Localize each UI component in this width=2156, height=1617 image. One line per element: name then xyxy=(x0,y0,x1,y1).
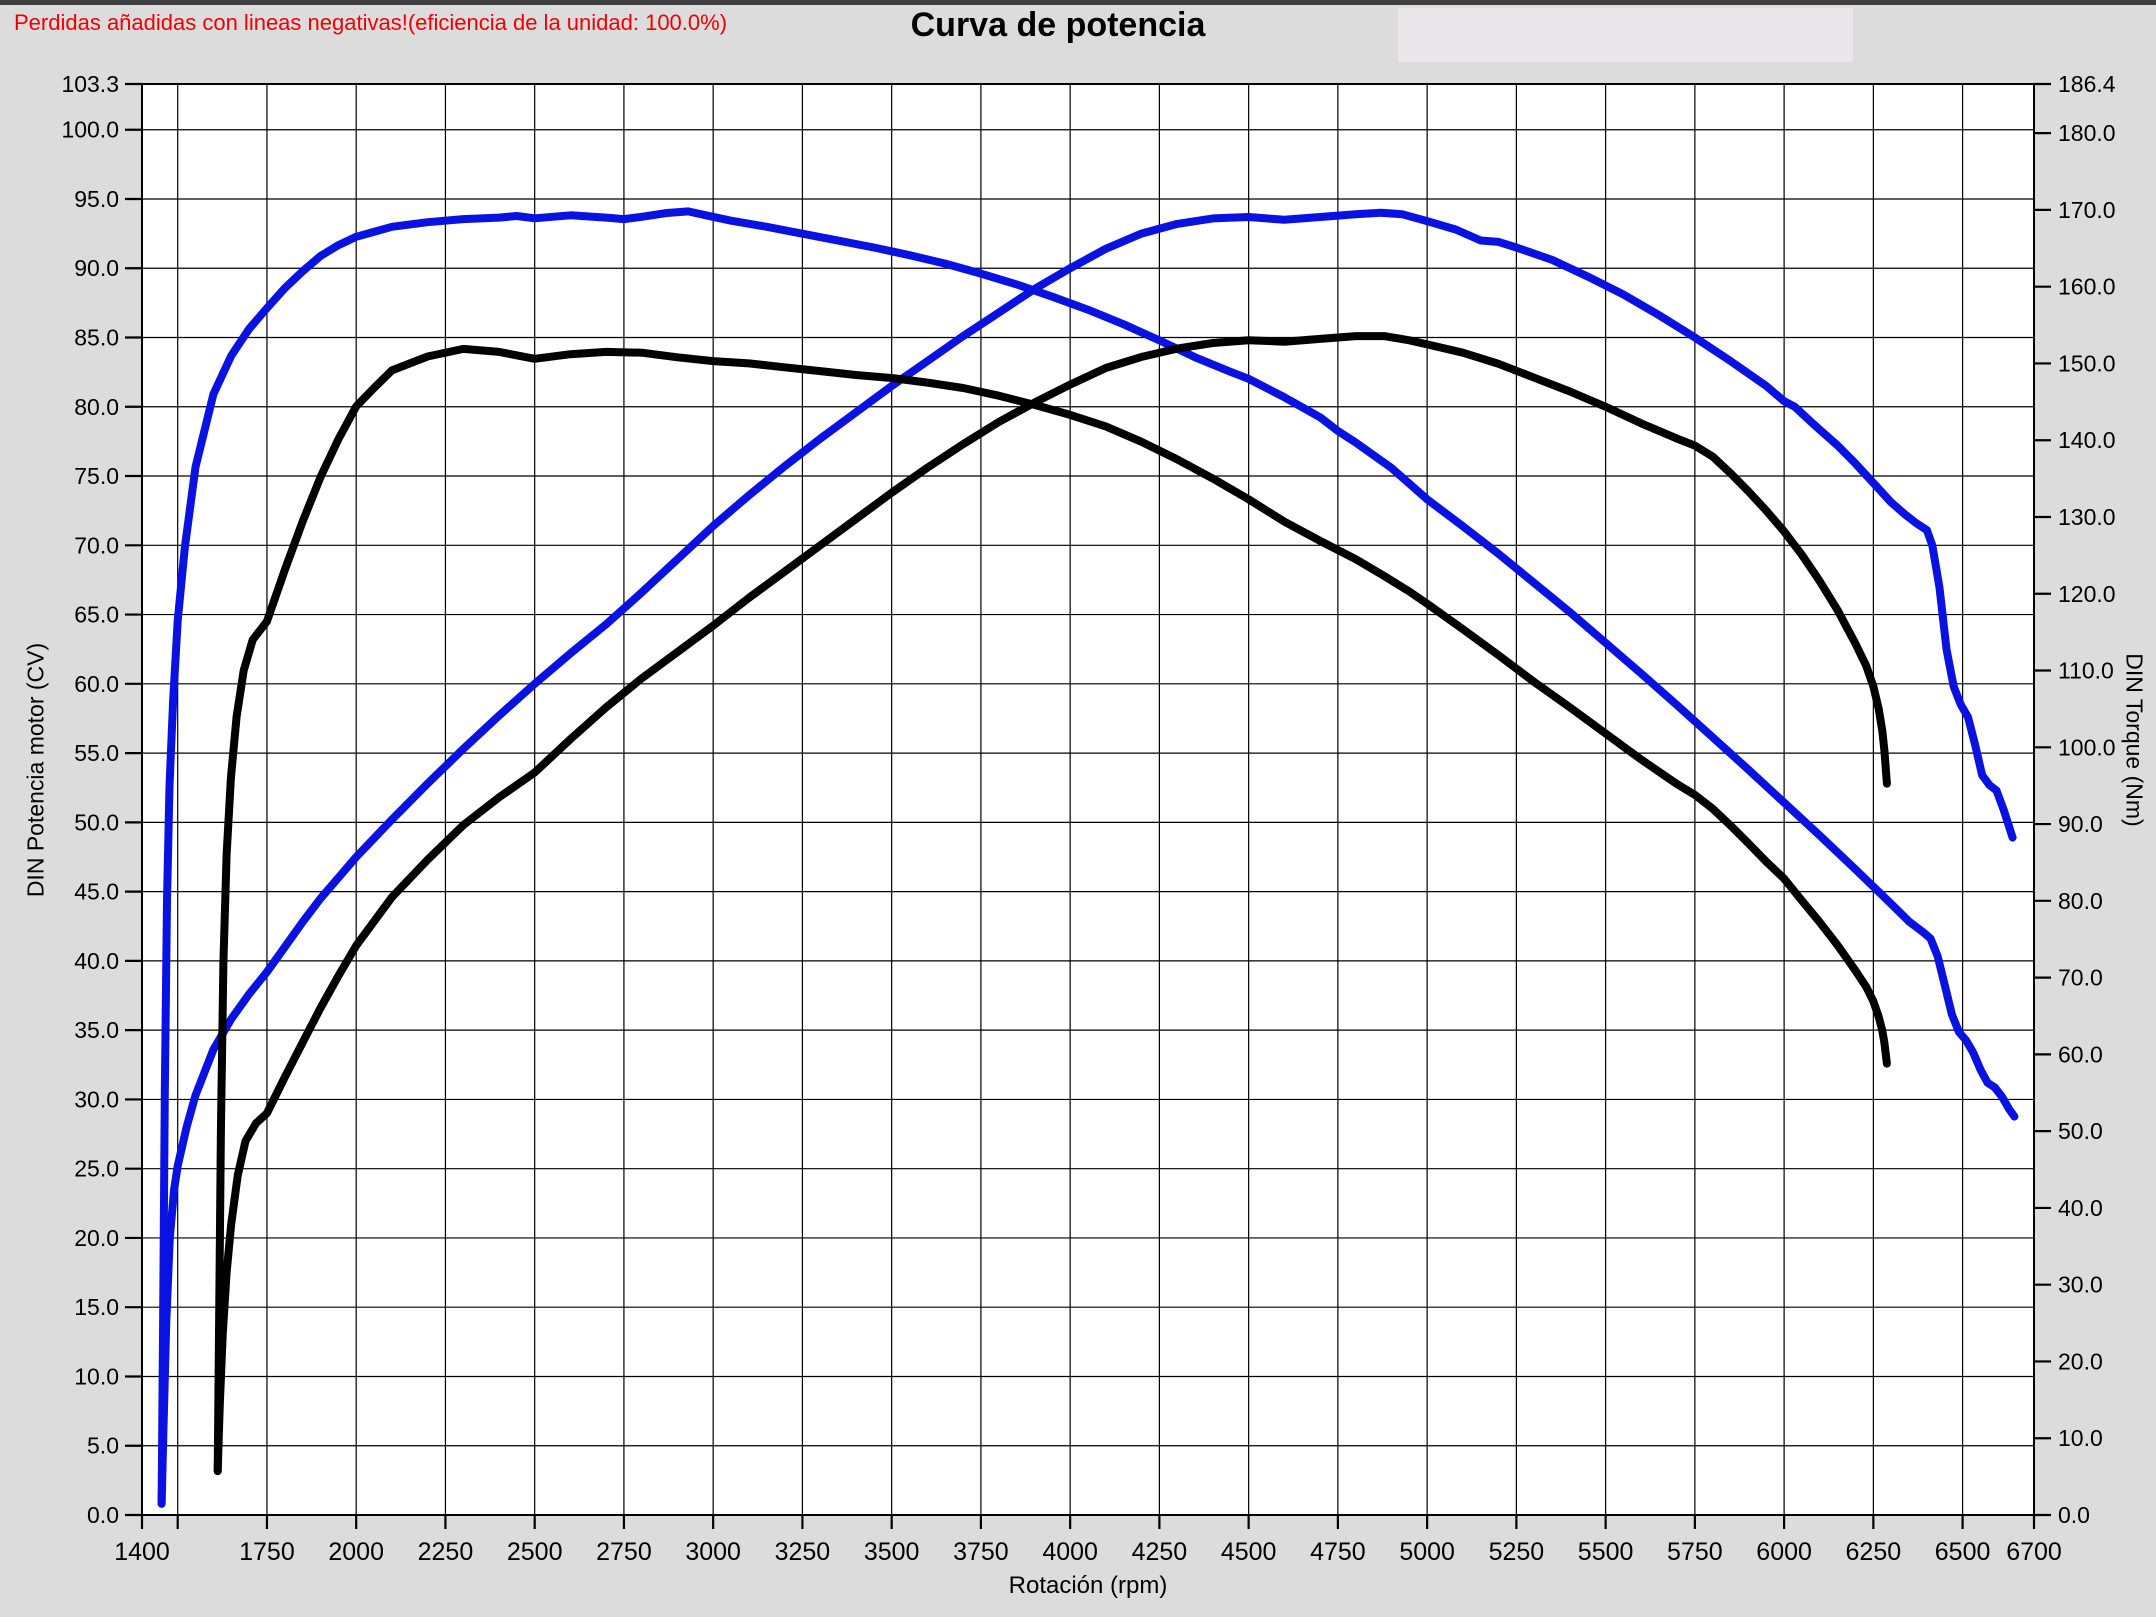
window-top-edge xyxy=(0,0,2156,5)
y-right-tick-label: 120.0 xyxy=(2058,581,2116,607)
curve-torque-negro xyxy=(213,344,1891,1476)
x-tick-label: 2250 xyxy=(418,1538,474,1566)
y-right-tick-label: 70.0 xyxy=(2058,965,2103,991)
y-right-tick-label: 130.0 xyxy=(2058,504,2116,530)
x-tick-label: 3500 xyxy=(864,1538,920,1566)
y-left-tick-label: 15.0 xyxy=(74,1294,119,1320)
y-left-tick-label: 45.0 xyxy=(74,879,119,905)
x-tick-label: 1400 xyxy=(114,1538,170,1566)
y-right-tick-label: 186.4 xyxy=(2058,71,2116,97)
y-right-tick-label: 60.0 xyxy=(2058,1041,2103,1067)
x-tick-label: 6000 xyxy=(1756,1538,1812,1566)
y-right-tick-label: 140.0 xyxy=(2058,427,2116,453)
y-left-tick-label: 50.0 xyxy=(74,809,119,835)
y-left-tick-label: 80.0 xyxy=(74,394,119,420)
y-left-tick-label: 20.0 xyxy=(74,1225,119,1251)
y-right-tick-label: 90.0 xyxy=(2058,811,2103,837)
x-tick-label: 4250 xyxy=(1132,1538,1188,1566)
y-right-tick-label: 160.0 xyxy=(2058,274,2116,300)
y-left-tick-label: 75.0 xyxy=(74,463,119,489)
y-right-tick-label: 100.0 xyxy=(2058,734,2116,760)
y-left-tick-label: 30.0 xyxy=(74,1086,119,1112)
page-title: Curva de potencia xyxy=(910,6,1206,44)
y-left-tick-label: 60.0 xyxy=(74,671,119,697)
x-axis-title: Rotación (rpm) xyxy=(1008,1572,1168,1599)
x-tick-label: 6250 xyxy=(1846,1538,1902,1566)
y-left-tick-label: 35.0 xyxy=(74,1017,119,1043)
x-tick-label: 2500 xyxy=(507,1538,563,1566)
x-tick-label: 1750 xyxy=(239,1538,295,1566)
y-right-tick-label: 20.0 xyxy=(2058,1348,2103,1374)
losses-warning-text: Perdidas añadidas con lineas negativas!(… xyxy=(14,10,728,35)
x-tick-label: 2000 xyxy=(328,1538,384,1566)
y-left-tick-label: 70.0 xyxy=(74,532,119,558)
y-axis-left-title: DIN Potencia motor (CV) xyxy=(22,642,49,898)
x-tick-label: 6500 xyxy=(1935,1538,1991,1566)
x-tick-label: 4500 xyxy=(1221,1538,1277,1566)
y-right-tick-label: 180.0 xyxy=(2058,120,2116,146)
y-right-tick-label: 0.0 xyxy=(2058,1502,2090,1528)
x-tick-label: 4750 xyxy=(1310,1538,1366,1566)
y-right-tick-label: 30.0 xyxy=(2058,1272,2103,1298)
curve-torque-azul xyxy=(157,207,2019,1508)
x-tick-label: 5000 xyxy=(1399,1538,1455,1566)
plot-border xyxy=(141,83,2035,1516)
y-right-tick-label: 40.0 xyxy=(2058,1195,2103,1221)
y-right-tick-label: 110.0 xyxy=(2058,658,2114,684)
y-right-tick-label: 10.0 xyxy=(2058,1425,2103,1451)
plot-area xyxy=(142,84,2034,1515)
curve-potencia-negra xyxy=(213,332,1891,1475)
y-left-tick-label: 95.0 xyxy=(74,186,119,212)
y-right-tick-label: 170.0 xyxy=(2058,197,2116,223)
legend-box xyxy=(1398,8,1853,62)
x-tick-label: 3000 xyxy=(685,1538,741,1566)
y-left-tick-label: 100.0 xyxy=(61,117,119,143)
y-left-tick-label: 40.0 xyxy=(74,948,119,974)
y-axis-right-title: DIN Torque (Nm) xyxy=(2121,653,2148,827)
y-right-tick-label: 50.0 xyxy=(2058,1118,2103,1144)
y-right-tick-label: 150.0 xyxy=(2058,350,2116,376)
x-tick-label: 3750 xyxy=(953,1538,1009,1566)
y-left-tick-label: 25.0 xyxy=(74,1156,119,1182)
y-left-tick-label: 0.0 xyxy=(87,1502,119,1528)
x-tick-label: 2750 xyxy=(596,1538,652,1566)
x-tick-label: 6700 xyxy=(2006,1538,2062,1566)
x-tick-label: 5500 xyxy=(1578,1538,1634,1566)
y-left-tick-label: 103.3 xyxy=(61,71,119,97)
curve-potencia-azul xyxy=(157,208,2017,1508)
x-tick-label: 4000 xyxy=(1042,1538,1098,1566)
y-left-tick-label: 85.0 xyxy=(74,325,119,351)
x-tick-label: 5750 xyxy=(1667,1538,1723,1566)
y-left-tick-label: 10.0 xyxy=(74,1363,119,1389)
y-right-tick-label: 80.0 xyxy=(2058,888,2103,914)
x-tick-label: 5250 xyxy=(1489,1538,1545,1566)
x-tick-label: 3250 xyxy=(775,1538,831,1566)
y-left-tick-label: 55.0 xyxy=(74,740,119,766)
y-left-tick-label: 65.0 xyxy=(74,602,119,628)
y-left-tick-label: 5.0 xyxy=(87,1433,119,1459)
y-left-tick-label: 90.0 xyxy=(74,255,119,281)
